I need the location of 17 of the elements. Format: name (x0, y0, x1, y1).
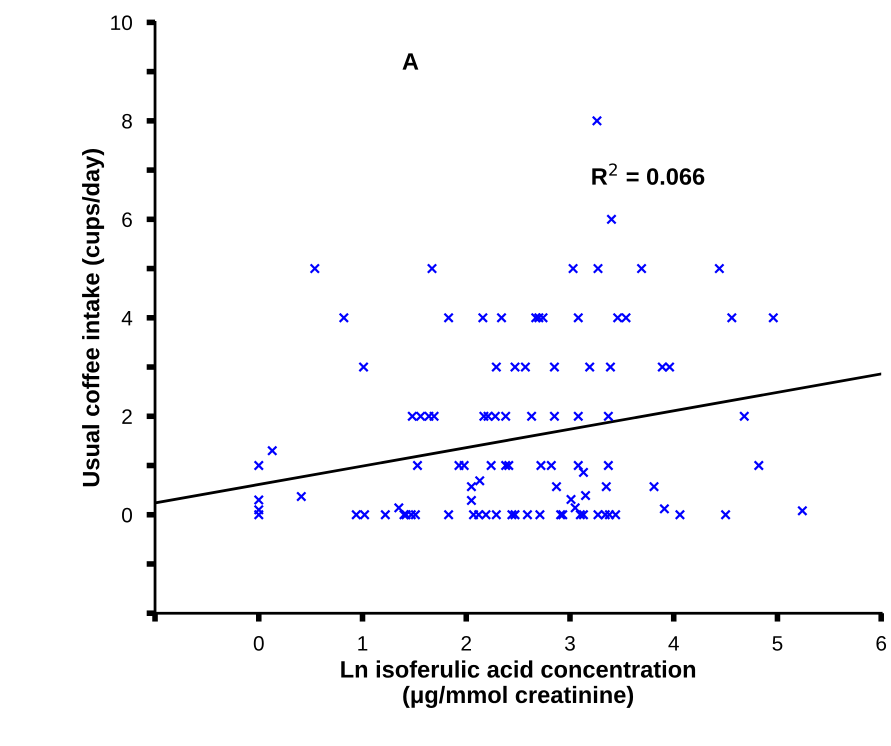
annotation: R$^{2}$ = 0.066 (592, 163, 704, 185)
y-tick-label: 10 (111, 15, 132, 30)
x-axis-title: Ln isoferulic acid concentration (μg/mmol creatinine) (341, 660, 696, 708)
y-axis-title: Usual coffee intake (cups/day) (82, 149, 104, 486)
y-tick-label: 0 (122, 508, 132, 522)
y-tick-label: 8 (122, 114, 132, 129)
x-tick-label: 2 (462, 636, 471, 651)
x-tick-label: 4 (668, 636, 679, 651)
x-tick-label: 3 (564, 636, 575, 651)
x-tick-label: 6 (876, 636, 886, 651)
y-tick-label: 6 (122, 212, 132, 228)
annotation: A (402, 53, 418, 70)
y-tick-label: 4 (122, 311, 132, 326)
x-tick-label: 1 (358, 636, 368, 651)
y-tick-label: 2 (122, 409, 132, 424)
x-tick-label: 5 (772, 636, 782, 651)
x-tick-label: 0 (254, 636, 264, 651)
